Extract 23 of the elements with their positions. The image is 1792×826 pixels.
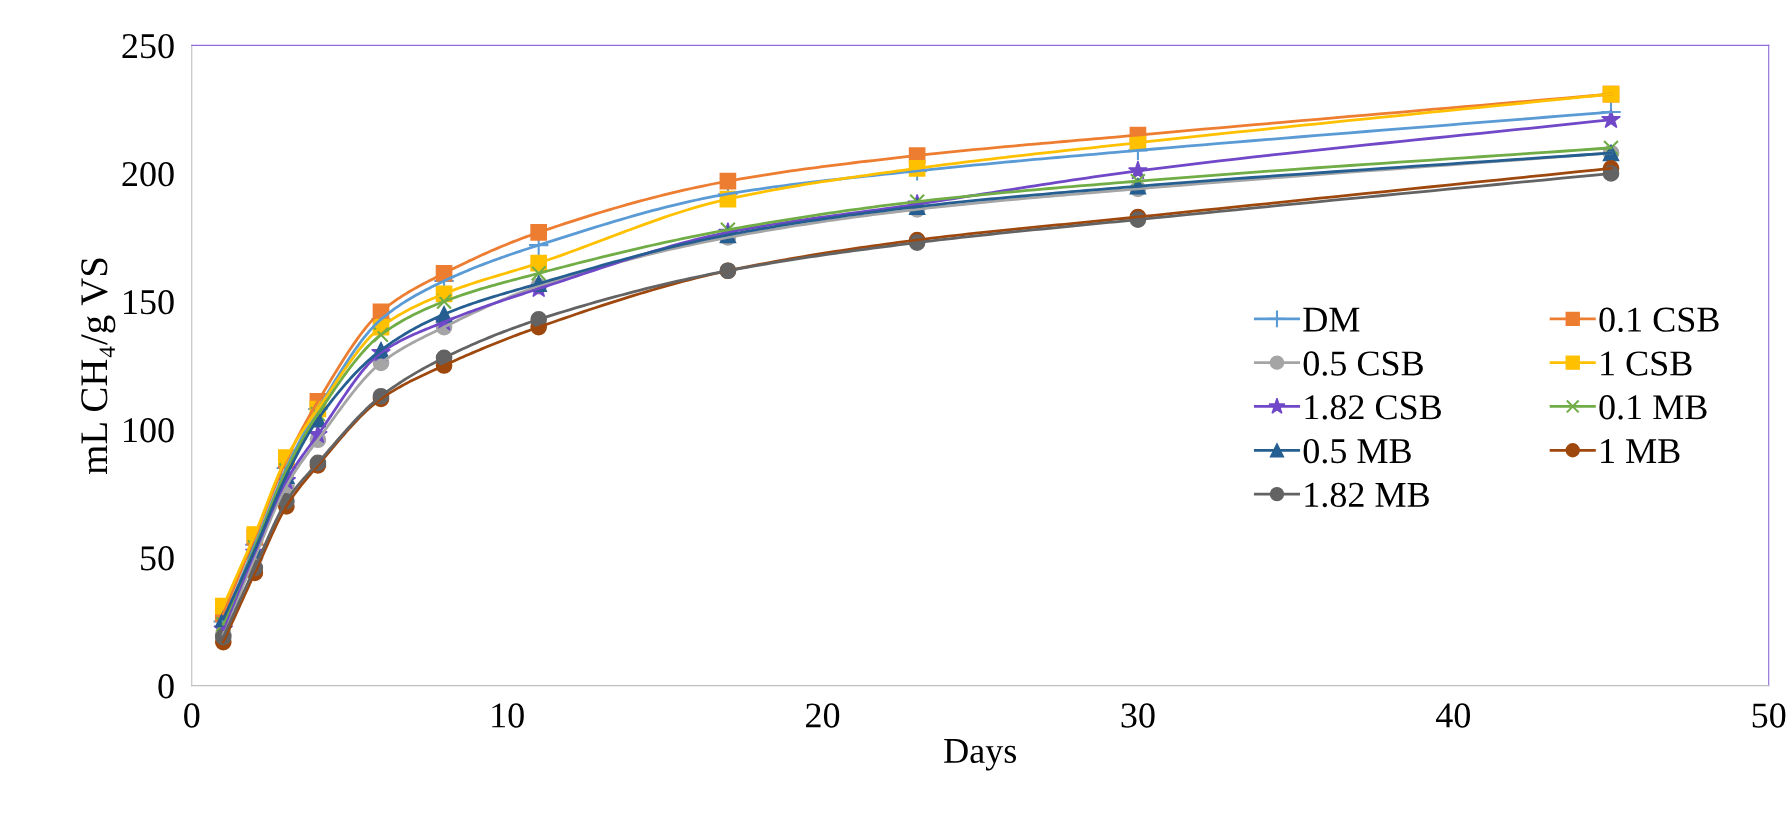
y-tick-label: 100 — [124, 418, 174, 443]
x-tick-label: 30 — [1121, 703, 1155, 728]
x-axis-title: Days — [944, 739, 1017, 771]
y-axis-title: mL CH₄/g VS — [81, 258, 116, 475]
y-tick-label: 200 — [122, 161, 174, 187]
y-tick-label: 150 — [124, 290, 174, 315]
y-tick-label: 50 — [141, 546, 174, 571]
legend-label: 0.5 CSB — [1303, 351, 1423, 376]
x-tick-label: 0 — [184, 703, 200, 728]
y-tick-label: 250 — [122, 33, 174, 59]
x-tick-label: 40 — [1435, 703, 1470, 728]
legend-label: 0.5 MB — [1303, 438, 1411, 464]
legend-label: 1.82 CSB — [1305, 395, 1441, 420]
legend-label: 1 MB — [1601, 439, 1680, 464]
x-tick-label: 50 — [1752, 703, 1786, 728]
legend-label: 0.1 MB — [1599, 395, 1707, 420]
legend-label: 1.82 MB — [1305, 482, 1429, 508]
x-tick-label: 10 — [492, 703, 524, 728]
x-tick-label: 20 — [806, 703, 840, 728]
legend-label: 0.1 CSB — [1599, 307, 1719, 333]
legend-label: DM — [1303, 307, 1360, 332]
y-tick-label: 0 — [158, 674, 174, 699]
legend-label: 1 CSB — [1601, 351, 1692, 376]
